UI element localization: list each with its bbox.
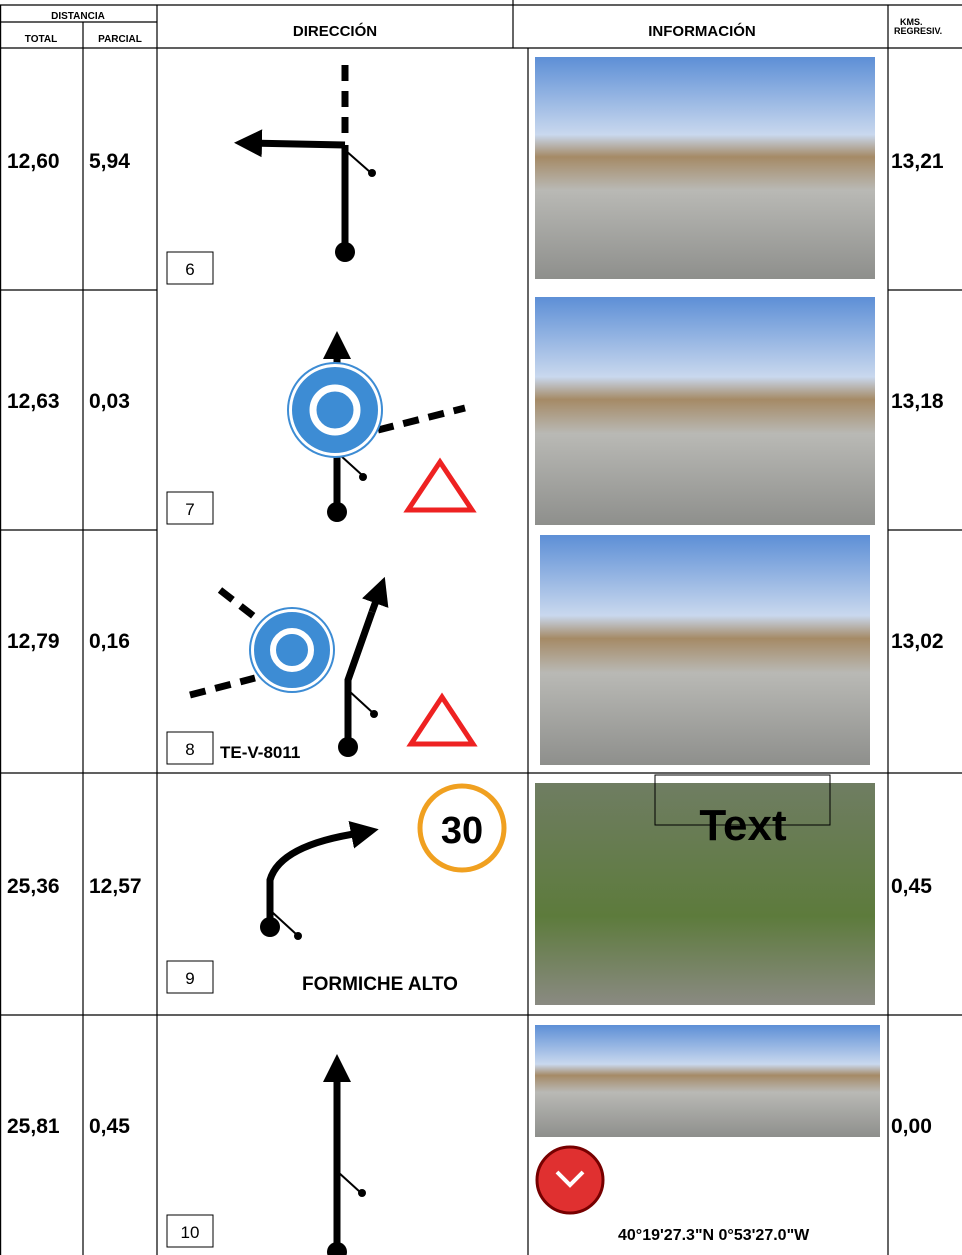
- partial: 5,94: [89, 150, 130, 173]
- step-number: 7: [185, 500, 194, 519]
- partial: 0,45: [89, 1115, 130, 1138]
- photo-text: Text: [699, 801, 787, 850]
- total: 25,36: [7, 875, 60, 898]
- kms: 0,45: [891, 875, 932, 898]
- place-label: FORMICHE ALTO: [302, 974, 458, 995]
- kms: 13,21: [891, 150, 944, 173]
- total: 12,79: [7, 630, 60, 653]
- header: INFORMACIÓN: [648, 22, 756, 40]
- road-label: TE-V-8011: [220, 743, 300, 762]
- total: 12,60: [7, 150, 60, 173]
- total: 12,63: [7, 390, 60, 413]
- header: KMS.: [900, 17, 923, 27]
- photos: [535, 57, 880, 1215]
- kms: 0,00: [891, 1115, 932, 1138]
- header: DISTANCIA: [51, 11, 105, 22]
- step-number: 8: [185, 740, 194, 759]
- step-number: 6: [185, 260, 194, 279]
- kms: 13,02: [891, 630, 944, 653]
- partial: 0,03: [89, 390, 130, 413]
- rows: 12,60 5,94 13,21 6 12,63 0,03 13,18 7 12,79 0,16 1…: [7, 150, 944, 1244]
- partial: 0,16: [89, 630, 130, 653]
- step-number: 10: [181, 1223, 200, 1242]
- partial: 12,57: [89, 875, 142, 898]
- coordinates: 40°19'27.3"N 0°53'27.0"W: [618, 1227, 810, 1244]
- speed-sign: 30: [441, 810, 483, 852]
- header: PARCIAL: [98, 34, 142, 45]
- number-boxes: [166, 251, 214, 1248]
- header: DIRECCIÓN: [293, 22, 377, 40]
- total: 25,81: [7, 1115, 60, 1138]
- diagrams: [189, 65, 507, 1255]
- step-number: 9: [185, 969, 194, 988]
- header: REGRESIV.: [894, 26, 942, 36]
- kms: 13,18: [891, 390, 944, 413]
- header: TOTAL: [25, 34, 57, 45]
